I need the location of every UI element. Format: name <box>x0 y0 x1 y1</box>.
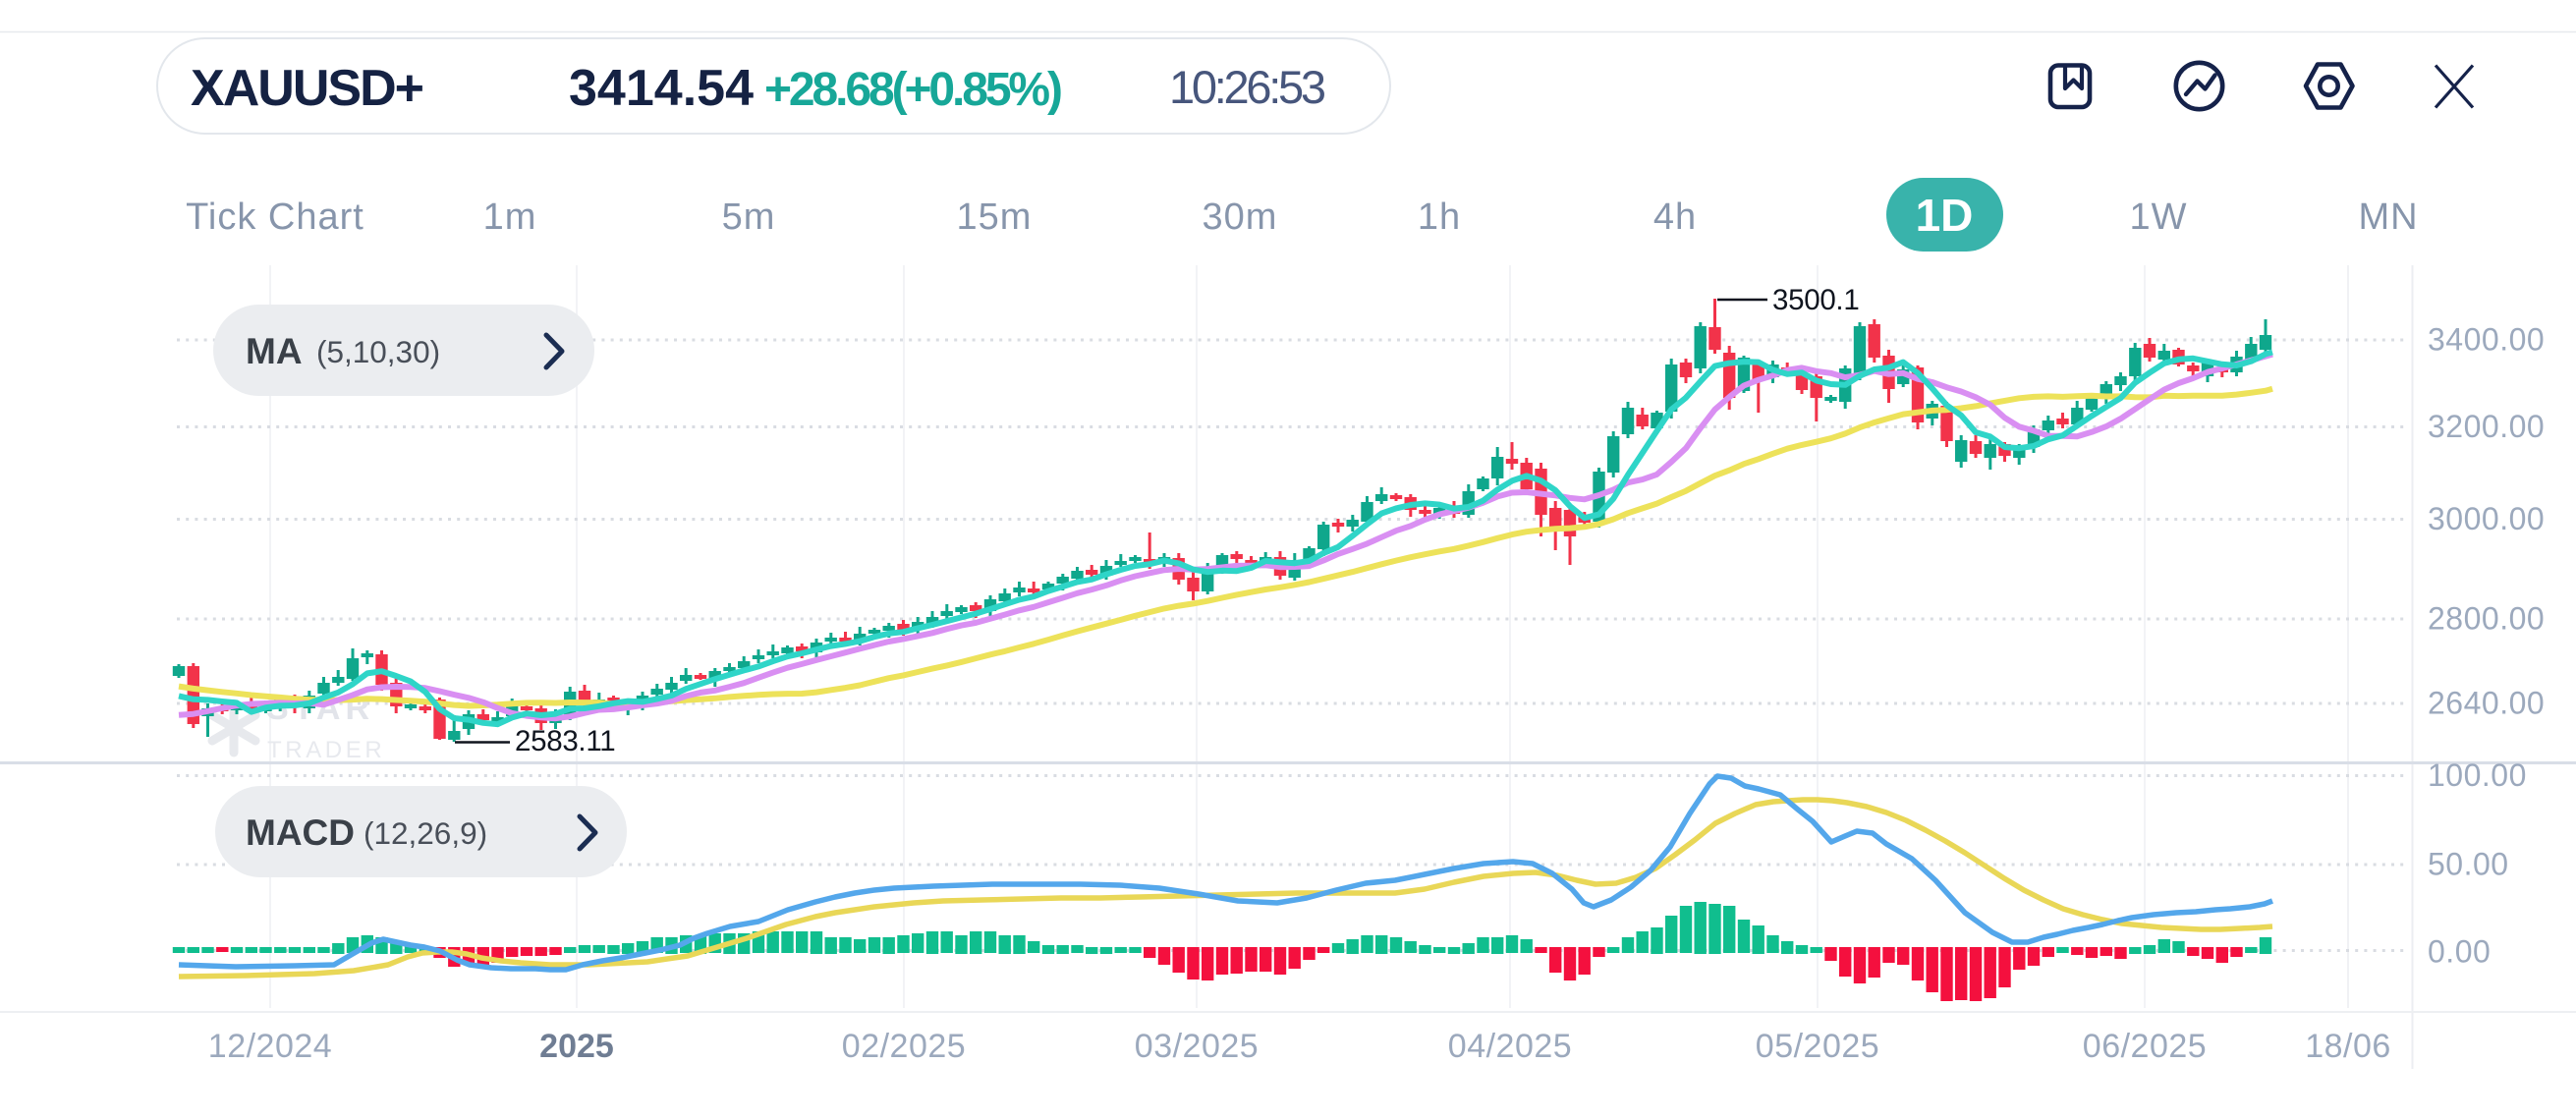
svg-text:2583.11: 2583.11 <box>515 725 615 757</box>
svg-text:(5,10,30): (5,10,30) <box>316 334 440 369</box>
svg-text:MACD: MACD <box>246 812 355 853</box>
svg-text:06/2025: 06/2025 <box>2083 1028 2207 1065</box>
svg-text:MN: MN <box>2358 196 2418 238</box>
svg-text:5m: 5m <box>722 196 776 238</box>
svg-text:03/2025: 03/2025 <box>1135 1028 1259 1065</box>
svg-text:04/2025: 04/2025 <box>1448 1028 1572 1065</box>
svg-text:Tick Chart: Tick Chart <box>186 196 364 238</box>
svg-text:15m: 15m <box>957 196 1033 238</box>
svg-text:+28.68(+0.85%): +28.68(+0.85%) <box>764 64 1063 116</box>
svg-text:1D: 1D <box>1916 190 1974 241</box>
svg-text:30m: 30m <box>1203 196 1278 238</box>
svg-text:3414.54: 3414.54 <box>569 60 754 117</box>
svg-text:12/2024: 12/2024 <box>208 1028 332 1065</box>
svg-text:2025: 2025 <box>539 1028 614 1065</box>
svg-text:10:26:53: 10:26:53 <box>1169 61 1326 113</box>
svg-text:05/2025: 05/2025 <box>1756 1028 1879 1065</box>
svg-text:1m: 1m <box>483 196 537 238</box>
svg-text:3500.1: 3500.1 <box>1772 284 1859 316</box>
svg-text:3200.00: 3200.00 <box>2428 409 2545 444</box>
svg-text:3400.00: 3400.00 <box>2428 322 2545 358</box>
svg-text:TRADER: TRADER <box>267 737 385 763</box>
svg-text:2640.00: 2640.00 <box>2428 686 2545 721</box>
svg-text:50.00: 50.00 <box>2428 847 2509 882</box>
svg-text:100.00: 100.00 <box>2428 757 2527 793</box>
svg-text:1W: 1W <box>2130 196 2188 238</box>
svg-text:1h: 1h <box>1418 196 1461 238</box>
svg-text:4h: 4h <box>1653 196 1697 238</box>
svg-text:MA: MA <box>246 331 303 371</box>
svg-text:(12,26,9): (12,26,9) <box>364 815 487 851</box>
svg-text:2800.00: 2800.00 <box>2428 601 2545 637</box>
svg-text:18/06: 18/06 <box>2305 1028 2391 1065</box>
svg-text:XAUUSD+: XAUUSD+ <box>191 60 424 117</box>
svg-text:02/2025: 02/2025 <box>842 1028 966 1065</box>
svg-text:0.00: 0.00 <box>2428 934 2491 970</box>
svg-text:3000.00: 3000.00 <box>2428 501 2545 536</box>
